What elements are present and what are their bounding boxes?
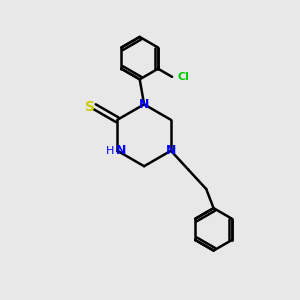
Text: H: H — [106, 146, 114, 156]
Text: N: N — [166, 144, 176, 157]
Text: N: N — [139, 98, 149, 111]
Text: N: N — [116, 144, 126, 157]
Text: Cl: Cl — [177, 72, 189, 82]
Text: S: S — [85, 100, 95, 114]
